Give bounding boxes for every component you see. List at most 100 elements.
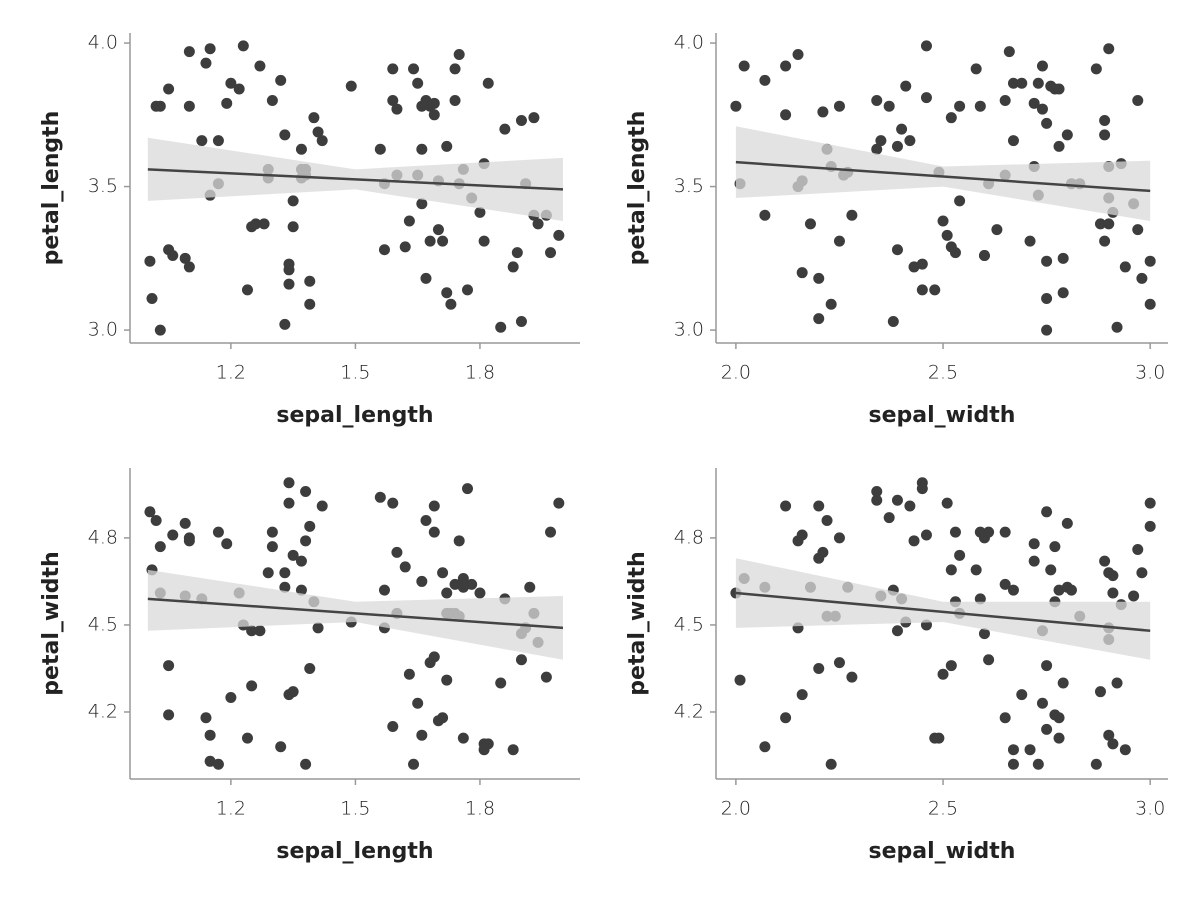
point [300, 485, 312, 497]
x-tick-label: 2.5 [928, 798, 958, 820]
x-tick-label: 1.8 [465, 798, 495, 820]
point [304, 275, 316, 287]
point [345, 80, 357, 92]
y-axis-label: petal_length [625, 111, 650, 266]
point [204, 755, 216, 767]
point [920, 92, 932, 104]
point [462, 284, 473, 296]
point [258, 218, 270, 230]
point [1003, 46, 1015, 58]
point [457, 573, 469, 585]
point [511, 247, 523, 259]
point [241, 732, 253, 744]
point [449, 94, 461, 106]
point [1007, 135, 1019, 147]
point [891, 244, 903, 256]
point [1094, 686, 1106, 698]
point [780, 60, 792, 72]
point [1111, 321, 1123, 333]
point [403, 668, 415, 680]
point [1053, 584, 1065, 596]
point [920, 40, 932, 52]
point [891, 494, 903, 506]
point [212, 526, 224, 538]
y-axis-label: petal_length [39, 111, 64, 266]
point [391, 103, 403, 115]
point [792, 49, 804, 61]
point [387, 94, 399, 106]
point [1057, 287, 1069, 299]
point [163, 83, 175, 95]
confidence-band [735, 126, 1151, 222]
point [441, 674, 453, 686]
point [507, 744, 519, 756]
point [978, 628, 990, 640]
point [937, 668, 949, 680]
point [954, 195, 966, 207]
point [875, 135, 887, 147]
point [780, 109, 792, 121]
point [295, 143, 307, 155]
x-tick-label: 1.5 [340, 362, 370, 384]
point [528, 112, 540, 124]
point [428, 109, 440, 121]
point [304, 662, 316, 674]
point [432, 224, 444, 236]
point [833, 235, 845, 247]
point [300, 758, 312, 770]
point [1099, 555, 1111, 567]
x-axis-label: sepal_width [869, 403, 1016, 428]
point [1045, 564, 1057, 576]
point [1036, 103, 1048, 115]
point [449, 63, 461, 75]
point [1061, 129, 1073, 141]
point [437, 235, 449, 247]
point [983, 526, 995, 538]
point [908, 261, 920, 273]
point [1132, 224, 1144, 236]
point [275, 74, 287, 86]
point [200, 712, 212, 724]
subplot: 3.0 3.5 4.0 2.0 2.5 3.0 sepal_width petal_lengt… [625, 32, 1168, 428]
point [908, 535, 920, 547]
y-tick-label: 3.0 [674, 319, 704, 341]
point [1007, 77, 1019, 89]
point [225, 77, 237, 89]
point [978, 249, 990, 261]
y-tick-label: 4.5 [88, 613, 118, 635]
x-tick-label: 2.0 [721, 362, 751, 384]
point [183, 100, 195, 112]
point [428, 500, 440, 512]
point [1016, 77, 1028, 89]
confidence-band [735, 558, 1151, 660]
point [796, 689, 808, 701]
point [283, 477, 295, 489]
point [204, 729, 216, 741]
point [428, 526, 440, 538]
x-tick-label: 1.2 [216, 362, 246, 384]
point [896, 123, 908, 135]
regression-line [735, 591, 1151, 632]
point [266, 541, 278, 553]
point [312, 126, 324, 138]
point [287, 686, 299, 698]
point [999, 578, 1011, 590]
point [945, 112, 957, 124]
point [1028, 538, 1040, 550]
point [374, 491, 386, 503]
point [553, 229, 565, 241]
point [412, 697, 424, 709]
point [304, 298, 316, 310]
point [212, 135, 224, 147]
y-tick-label: 4.0 [88, 32, 118, 54]
point [804, 218, 816, 230]
point [1016, 689, 1028, 701]
point [1041, 324, 1053, 336]
point [1136, 272, 1148, 284]
point [916, 284, 928, 296]
point [1136, 567, 1148, 579]
point [941, 497, 953, 509]
point [441, 587, 453, 599]
point [428, 97, 440, 109]
point [833, 657, 845, 669]
